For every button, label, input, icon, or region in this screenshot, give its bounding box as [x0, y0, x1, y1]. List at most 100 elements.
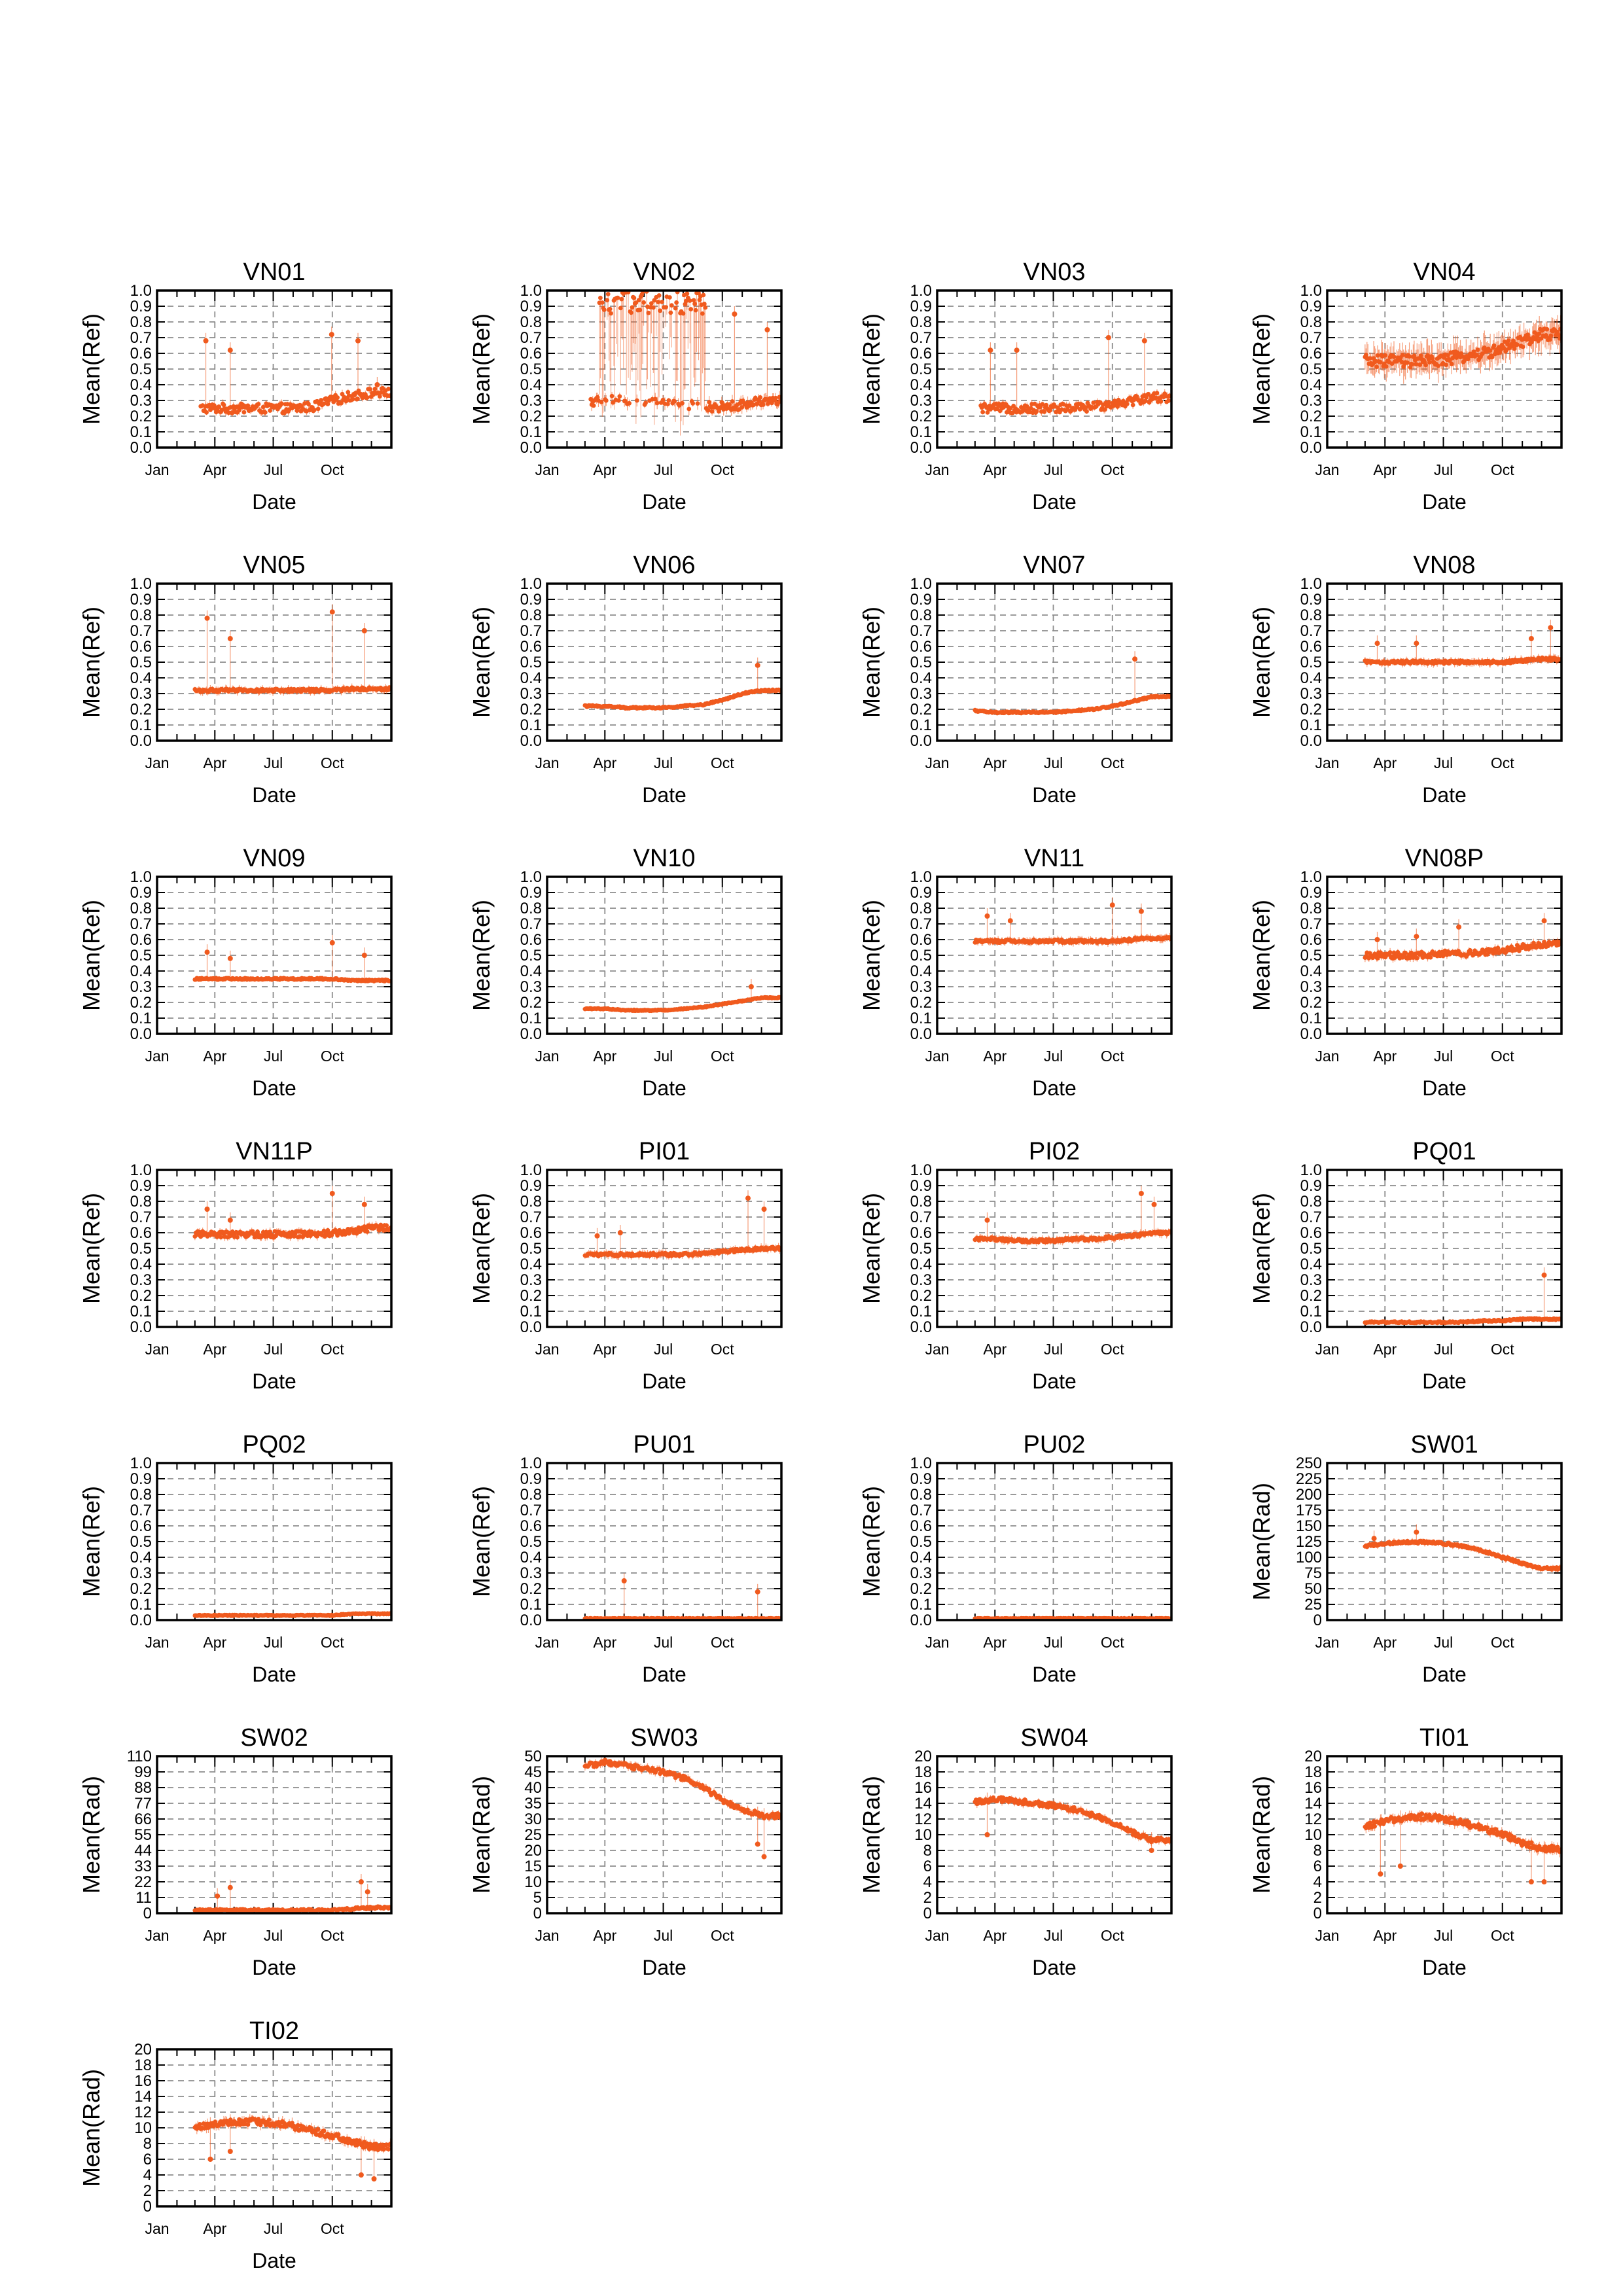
data-point — [988, 347, 993, 353]
data-points — [1363, 315, 1561, 384]
y-tick-label: 0.2 — [130, 994, 152, 1012]
x-tick-label: Jul — [1044, 1048, 1063, 1065]
y-tick-label: 0.8 — [130, 607, 152, 624]
data-point — [980, 410, 986, 415]
data-point — [350, 397, 355, 402]
x-tick-label: Jul — [264, 754, 283, 771]
data-points — [972, 651, 1171, 716]
data-point — [764, 327, 770, 332]
y-axis-label: Mean(Ref) — [78, 607, 105, 718]
data-point — [730, 399, 735, 404]
data-point — [658, 308, 663, 313]
data-point — [636, 298, 641, 303]
y-tick-label: 0.4 — [520, 963, 542, 980]
x-tick-label: Jul — [1434, 754, 1453, 771]
x-axis-label: Date — [642, 1076, 687, 1100]
chart-panel-vn03: VN03 0.00.10.20.30.40.50.60.70.80.91.0 Jan… — [858, 258, 1173, 514]
y-tick-label: 0.7 — [130, 915, 152, 933]
data-point — [377, 394, 382, 399]
chart-title: VN08 — [1413, 552, 1475, 579]
data-point — [241, 410, 247, 415]
y-tick-label: 0.2 — [1300, 701, 1322, 718]
y-tick-label: 0.4 — [130, 376, 152, 394]
chart-panel-vn11: VN11 0.00.10.20.30.40.50.60.70.80.91.0 Jan… — [858, 845, 1173, 1100]
y-tick-label: 0.8 — [520, 900, 542, 917]
data-point — [701, 292, 706, 298]
y-tick-label: 0.8 — [1300, 607, 1322, 624]
y-tick-label: 0.7 — [130, 622, 152, 640]
data-point — [1091, 400, 1096, 405]
data-point — [1141, 338, 1147, 344]
y-tick-label: 1.0 — [520, 868, 542, 886]
data-point — [660, 300, 664, 304]
x-axis-label: Date — [1422, 490, 1467, 514]
data-point — [1014, 347, 1020, 353]
data-point — [669, 303, 674, 308]
data-point — [386, 386, 391, 391]
chart-panel-vn09: VN09 0.00.10.20.30.40.50.60.70.80.91.0 Jan… — [78, 845, 393, 1100]
data-point — [685, 291, 690, 296]
data-point — [668, 310, 673, 315]
y-tick-label: 0.0 — [130, 732, 152, 750]
data-point — [695, 401, 700, 406]
y-tick-label: 0.7 — [910, 329, 932, 347]
y-tick-label: 0.3 — [910, 685, 932, 703]
data-point — [204, 410, 209, 415]
data-point — [654, 400, 660, 406]
data-point — [627, 400, 632, 406]
x-tick-label: Apr — [593, 461, 616, 478]
y-tick-label: 0.6 — [520, 638, 542, 656]
data-point — [599, 300, 605, 305]
data-point — [630, 305, 635, 310]
chart-title: VN04 — [1413, 258, 1475, 286]
data-point — [758, 395, 763, 400]
y-tick-label: 0.7 — [1300, 329, 1322, 347]
x-tick-label: Oct — [321, 461, 344, 478]
y-tick-label: 0.4 — [910, 669, 932, 687]
y-tick-label: 1.0 — [910, 575, 932, 593]
chart-panel-vn01: VN01 0.00.10.20.30.40.50.60.70.80.91.0 Jan… — [78, 258, 393, 514]
data-point — [1154, 391, 1160, 396]
y-tick-label: 0.1 — [130, 1010, 152, 1027]
y-tick-label: 1.0 — [130, 282, 152, 300]
plot-frame — [936, 289, 1173, 449]
y-tick-label: 0.6 — [130, 345, 152, 362]
x-tick-label: Oct — [321, 1048, 344, 1065]
x-tick-label: Apr — [203, 754, 226, 771]
x-tick-label: Oct — [1101, 754, 1124, 771]
y-tick-label: 0.8 — [520, 607, 542, 624]
y-axis-label: Mean(Ref) — [468, 313, 495, 425]
data-point — [1489, 355, 1495, 360]
y-tick-label: 1.0 — [910, 868, 932, 886]
y-tick-label: 0.4 — [520, 669, 542, 687]
y-tick-label: 0.2 — [130, 701, 152, 718]
data-point — [282, 410, 287, 415]
data-point — [372, 387, 378, 391]
y-tick-label: 0.9 — [520, 884, 542, 902]
y-tick-label: 0.1 — [910, 1010, 932, 1027]
data-point — [634, 398, 639, 403]
data-point — [204, 615, 210, 621]
y-tick-label: 0.1 — [130, 716, 152, 734]
data-point — [339, 400, 344, 406]
y-tick-label: 0.1 — [520, 423, 542, 441]
y-tick-label: 0.6 — [910, 638, 932, 656]
data-point — [651, 305, 656, 310]
data-point — [732, 311, 738, 317]
data-point — [700, 311, 705, 316]
x-tick-label: Apr — [203, 1048, 226, 1065]
data-point — [355, 397, 360, 401]
data-point — [601, 308, 607, 312]
x-axis-label: Date — [1032, 490, 1077, 514]
y-tick-label: 0.9 — [130, 591, 152, 609]
y-tick-label: 0.9 — [130, 884, 152, 902]
data-points — [192, 934, 391, 983]
x-tick-label: Jan — [535, 1048, 559, 1065]
chart-title: VN11 — [1024, 845, 1084, 872]
y-tick-label: 0.3 — [520, 685, 542, 703]
y-tick-label: 0.3 — [1300, 685, 1322, 703]
y-tick-label: 0.4 — [910, 376, 932, 394]
y-tick-label: 0.3 — [910, 392, 932, 410]
y-tick-label: 0.0 — [520, 1025, 542, 1043]
